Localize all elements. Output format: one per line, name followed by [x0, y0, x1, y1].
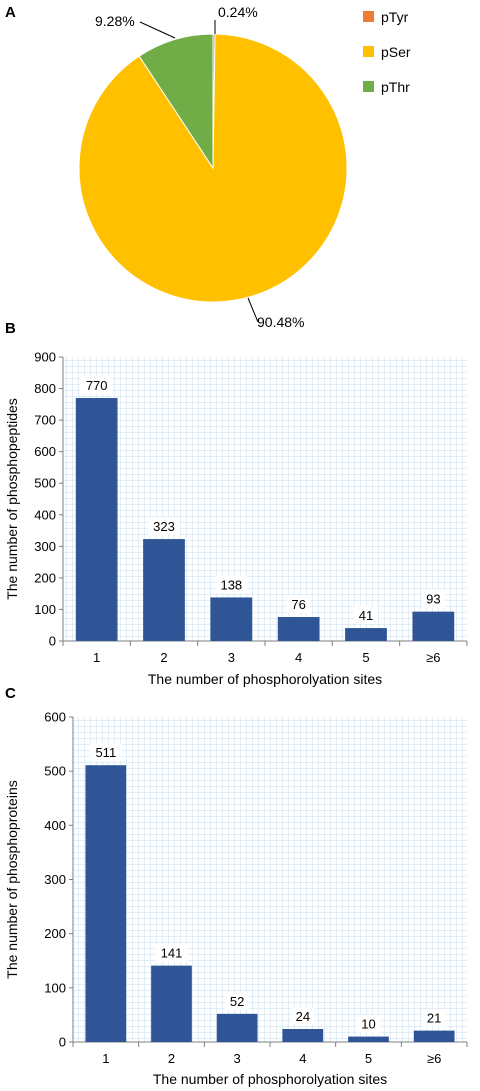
y-tick-label: 300 — [34, 539, 56, 554]
bar-3 — [210, 597, 253, 641]
y-tick-label: 600 — [34, 444, 56, 459]
bar-4 — [282, 1029, 324, 1042]
y-tick-label: 400 — [44, 818, 66, 833]
y-axis-title: The number of phosphoproteins — [4, 780, 20, 978]
data-label-bg — [215, 575, 248, 594]
data-label-bg — [422, 1008, 447, 1027]
data-label-bg — [148, 517, 180, 536]
y-tick-label: 0 — [49, 634, 56, 649]
data-label-bg — [421, 589, 446, 608]
y-tick-label: 500 — [44, 764, 66, 779]
x-tick-label-6: ≥6 — [427, 1051, 441, 1066]
pie-label-ptyr: 0.24% — [218, 4, 258, 20]
x-tick-label-1: 1 — [93, 650, 100, 665]
y-axis-title: The number of phosphopeptides — [4, 398, 20, 600]
data-label-bg — [286, 595, 311, 614]
data-label-4: 76 — [291, 597, 305, 612]
y-tick-label: 100 — [34, 602, 56, 617]
pie-slice-pser — [78, 33, 348, 303]
legend-label-pser: pSer — [381, 44, 411, 60]
data-label-2: 141 — [161, 946, 183, 961]
bar-6 — [412, 611, 455, 641]
x-tick-label-4: 4 — [299, 1051, 306, 1066]
legend-label-ptyr: pTyr — [381, 9, 409, 25]
x-tick-label-4: 4 — [295, 650, 302, 665]
x-axis-title: The number of phosphorolyation sites — [153, 1071, 387, 1087]
x-tick-label-2: 2 — [160, 650, 167, 665]
bar-3 — [216, 1013, 258, 1042]
pie-slice-pthr — [138, 33, 214, 170]
panel-letter-b: B — [5, 320, 16, 337]
legend-swatch-pser — [363, 46, 374, 57]
pie-label-pser: 90.48% — [257, 314, 304, 330]
bar-2 — [151, 965, 192, 1042]
data-label-5: 41 — [359, 608, 373, 623]
bar-5 — [348, 1036, 389, 1042]
data-label-3: 138 — [220, 577, 242, 592]
data-label-1: 770 — [86, 378, 108, 393]
x-tick-label-3: 3 — [234, 1051, 241, 1066]
data-label-2: 323 — [153, 519, 175, 534]
y-tick-label: 300 — [44, 872, 66, 887]
y-tick-label: 200 — [44, 926, 66, 941]
data-label-bg — [89, 743, 122, 762]
x-tick-label-5: 5 — [362, 650, 369, 665]
leader-line-pser — [247, 297, 259, 323]
data-label-bg — [290, 1007, 315, 1025]
y-tick-label: 800 — [34, 381, 56, 396]
y-tick-label: 900 — [34, 350, 56, 365]
data-label-bg — [225, 991, 250, 1010]
panel-letter-a: A — [5, 4, 16, 21]
x-tick-label-3: 3 — [228, 650, 235, 665]
x-tick-label-5: 5 — [365, 1051, 372, 1066]
panel-letter-c: C — [5, 685, 16, 702]
panel-b-bar-chart: B 0 100 200 300 400 500 600 700 800 900 770 1 323 2 138… — [4, 320, 468, 687]
legend-label-pthr: pThr — [381, 79, 410, 95]
data-label-6: 93 — [426, 592, 440, 607]
data-label-bg — [356, 1014, 381, 1033]
bar-5 — [345, 628, 387, 641]
y-tick-label: 700 — [34, 413, 56, 428]
plot-grid — [63, 357, 467, 641]
x-tick-label-2: 2 — [168, 1051, 175, 1066]
data-label-5: 10 — [361, 1017, 375, 1032]
panel-c-bar-chart: C 0 100 200 300 400 500 600 511 1 141 2 52 3 24 4 10 5 21 ≥… — [4, 685, 468, 1087]
y-tick-label: 500 — [34, 476, 56, 491]
y-tick-label: 200 — [34, 570, 56, 585]
x-tick-label-1: 1 — [102, 1051, 109, 1066]
data-label-bg — [80, 376, 113, 395]
y-tick-label: 0 — [59, 1035, 66, 1050]
bar-1 — [75, 398, 118, 641]
data-label-1: 511 — [95, 745, 116, 760]
data-label-bg — [354, 606, 378, 625]
legend-swatch-ptyr — [363, 11, 374, 22]
y-tick-label: 100 — [44, 980, 66, 995]
x-tick-label-6: ≥6 — [426, 650, 440, 665]
bar-1 — [85, 765, 127, 1042]
panel-a-pie-chart: A 0.24% 9.28% 90.48% pTyr pSer pThr — [5, 4, 411, 330]
y-tick-label: 400 — [34, 507, 56, 522]
pie-label-pthr: 9.28% — [95, 13, 135, 29]
data-label-3: 52 — [230, 994, 244, 1009]
x-axis-title: The number of phosphorolyation sites — [148, 671, 382, 687]
plot-grid — [73, 717, 467, 1042]
y-tick-label: 600 — [44, 710, 66, 725]
data-label-bg — [155, 943, 188, 962]
bar-6 — [413, 1030, 455, 1042]
data-label-6: 21 — [427, 1011, 441, 1026]
data-label-4: 24 — [296, 1009, 310, 1024]
bar-4 — [277, 617, 320, 641]
leader-line-pthr — [139, 21, 176, 39]
legend-swatch-pthr — [363, 81, 374, 92]
bar-2 — [143, 539, 185, 641]
